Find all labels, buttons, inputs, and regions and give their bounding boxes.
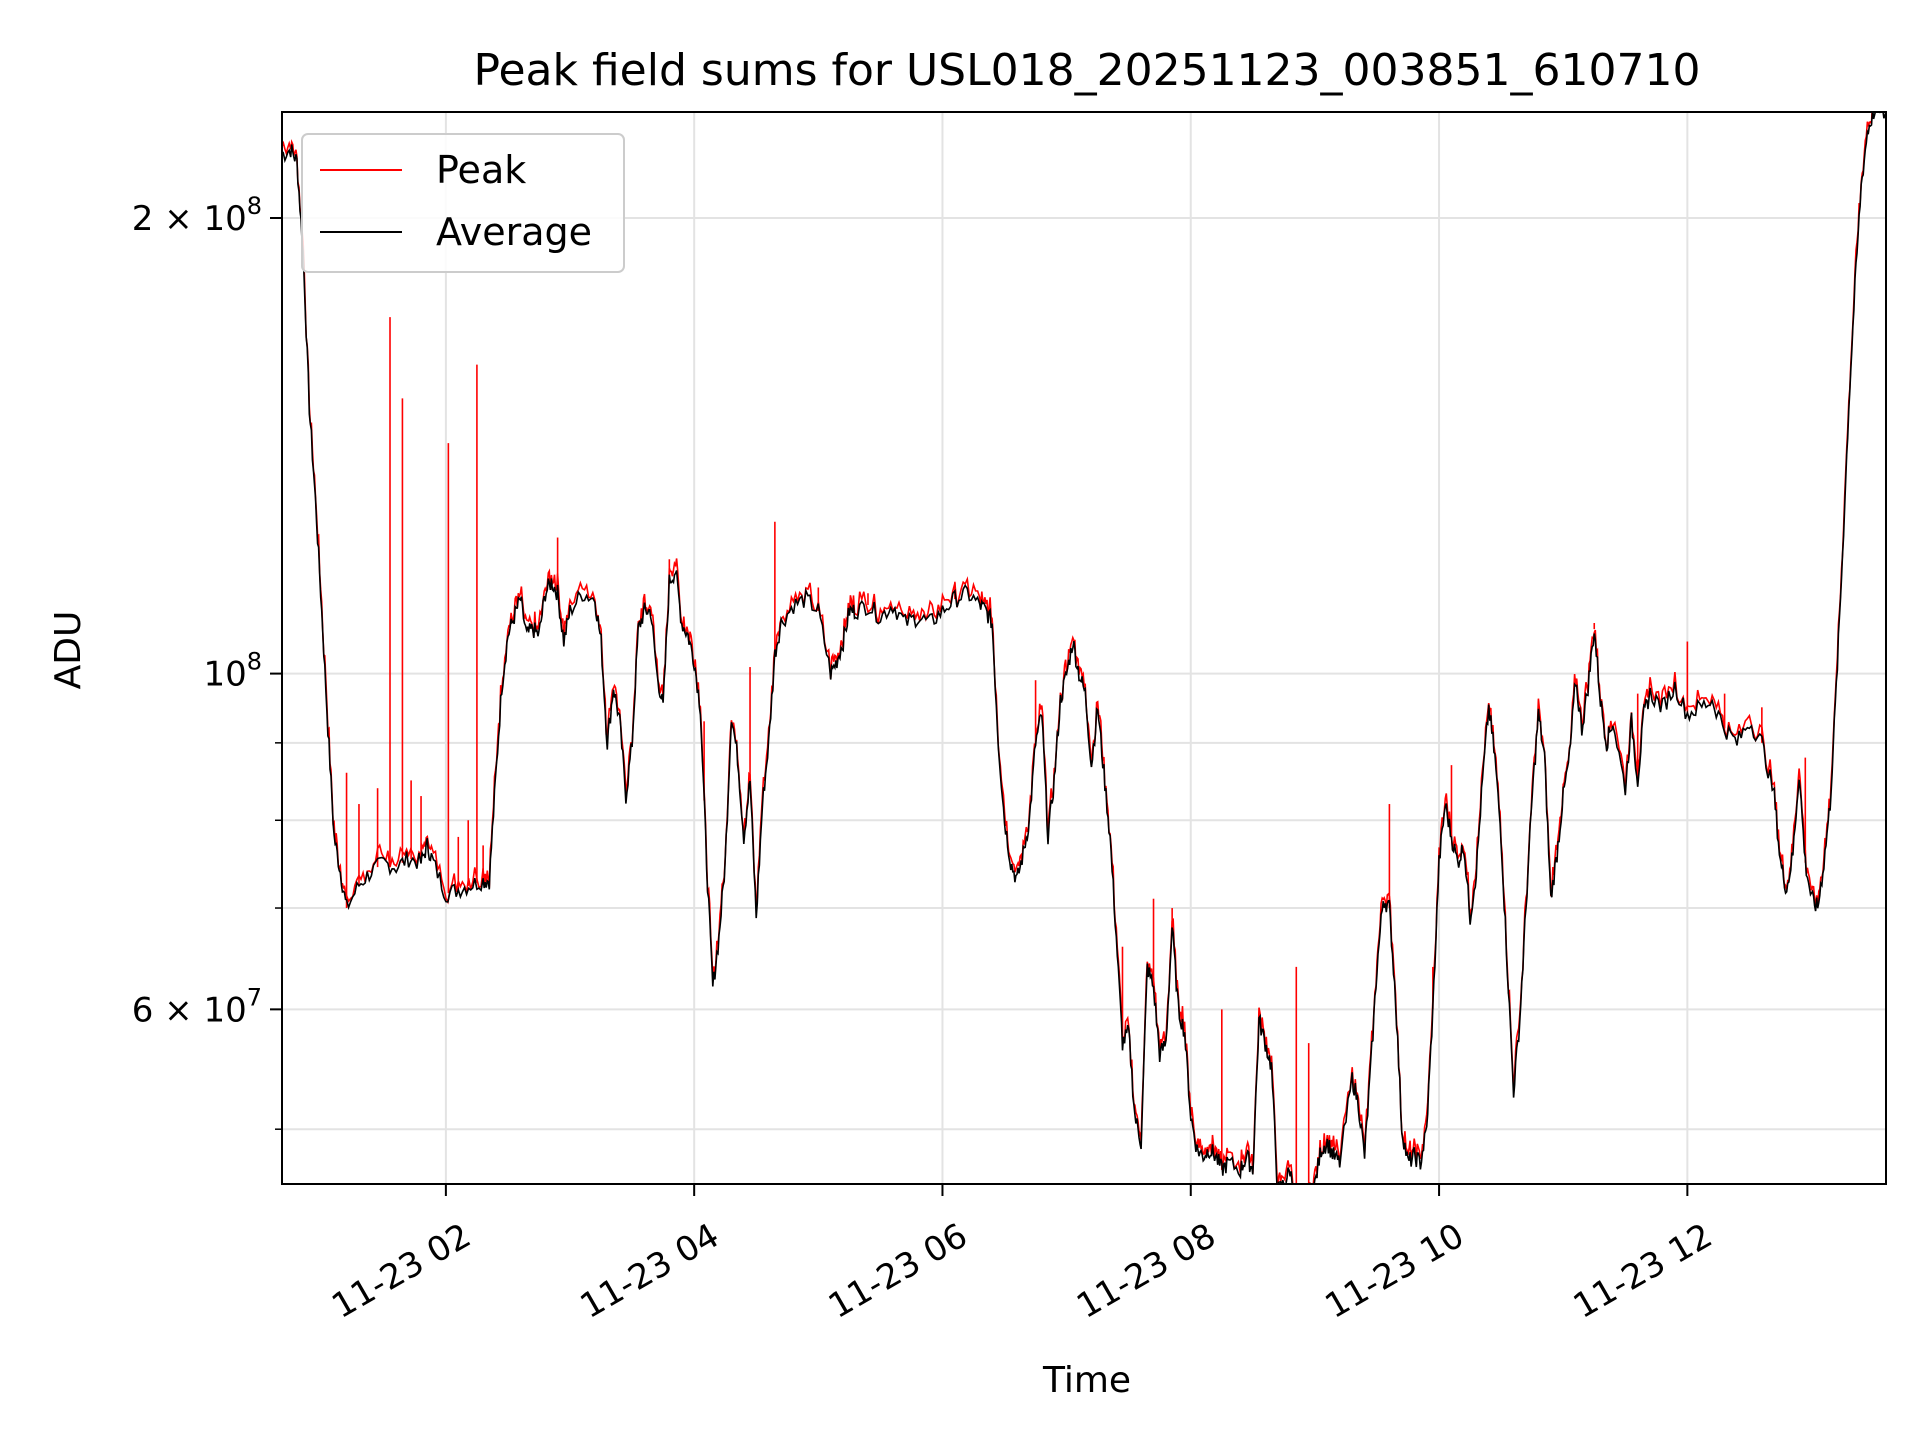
y-axis-label: ADU <box>48 611 89 690</box>
x-tick-label: 11-23 12 <box>1567 1216 1719 1327</box>
x-tick-label: 11-23 08 <box>1070 1216 1222 1327</box>
series-average-line <box>282 112 1886 1184</box>
legend: Peak Average <box>301 133 625 273</box>
x-tick-label: 11-23 02 <box>325 1216 477 1327</box>
plot-frame <box>281 111 1887 1185</box>
x-axis-label: Time <box>1042 1360 1131 1401</box>
ticks-layer: 11-23 02 11-23 04 11-23 06 11-23 08 11-23 10… <box>132 192 1719 1327</box>
chart-title: Peak field sums for USL018_20251123_0038… <box>474 45 1701 96</box>
y-tick-label: 2 × 108 <box>132 192 262 239</box>
y-tick-label: 108 <box>203 648 262 695</box>
series-layer <box>282 112 1886 1184</box>
x-tick-label: 11-23 04 <box>574 1216 726 1327</box>
legend-label-average: Average <box>436 210 592 254</box>
legend-label-peak: Peak <box>436 148 526 192</box>
legend-box <box>301 133 625 273</box>
x-tick-label: 11-23 10 <box>1318 1216 1470 1327</box>
y-tick-label: 6 × 107 <box>132 983 262 1030</box>
x-tick-label: 11-23 06 <box>822 1216 974 1327</box>
